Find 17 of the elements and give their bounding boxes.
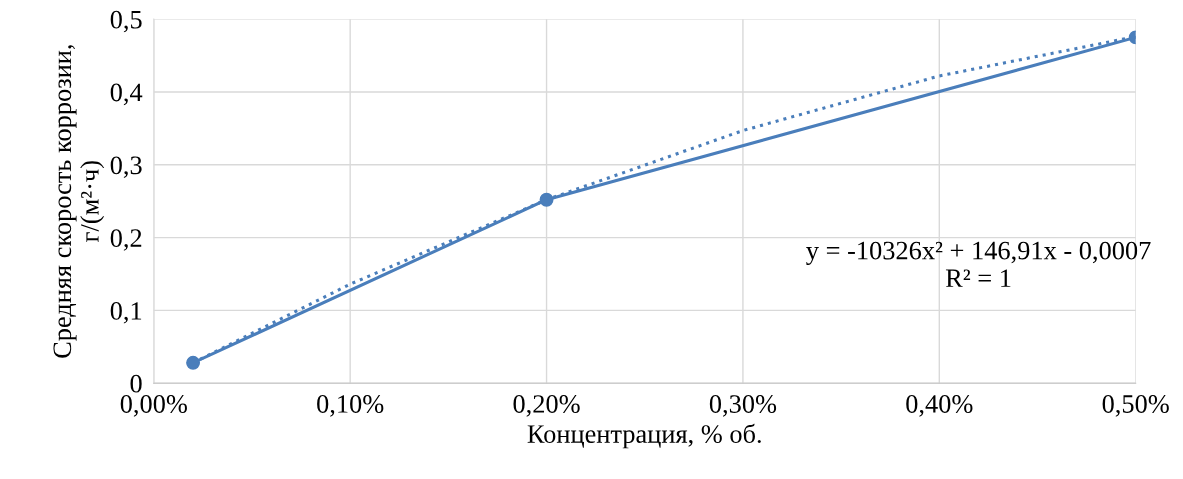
x-tick-label: 0,40% xyxy=(906,395,973,417)
y-tick-label: 0 xyxy=(130,374,142,393)
x-tick-label: 0,10% xyxy=(317,395,384,417)
y-tick-label: 0,1 xyxy=(110,302,142,324)
x-axis-title: Концентрация, % об. xyxy=(527,423,761,449)
point xyxy=(539,192,554,207)
y-axis-title: Средняя скорость коррозии, г/(м²·ч) xyxy=(53,45,105,358)
y-tick-label: 0,3 xyxy=(110,156,142,178)
y-tick-label: 0,4 xyxy=(110,83,143,106)
x-tick-label: 0,30% xyxy=(709,395,777,417)
y-tick-label: 0,5 xyxy=(110,10,142,33)
x-tick-label: 0,50% xyxy=(1102,395,1169,417)
x-tick-label: 0,20% xyxy=(513,395,580,417)
annotation: y = -10326x² + 146,91x - 0,0007 R² = 1 xyxy=(806,241,1151,287)
point xyxy=(186,355,201,370)
x-tick-label: 0,00% xyxy=(120,395,187,417)
y-tick-label: 0,2 xyxy=(110,229,142,251)
